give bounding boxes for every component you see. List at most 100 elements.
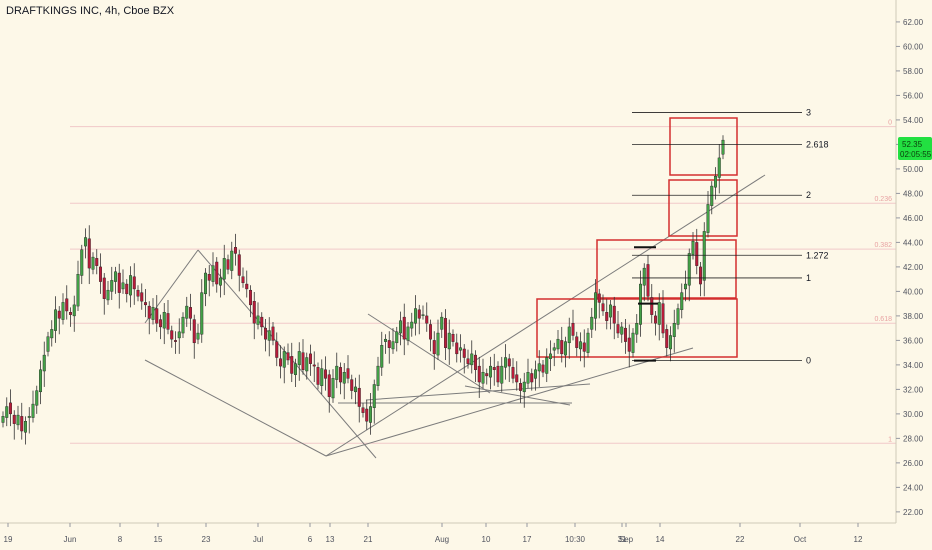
bull-candle-body [620,326,624,335]
candle [95,249,99,275]
candle [684,270,688,302]
candle [616,310,620,338]
candle [27,407,31,434]
candle [657,293,661,341]
candle [173,331,177,354]
bull-candle-body [702,231,706,281]
current-price-tag: 52.35 02:05:55 [898,137,932,160]
fib-extension-levels: 0 1 1.272 2 2.618 3 [632,108,829,366]
candle [331,369,335,403]
bull-candle-body [717,157,721,178]
fib-extension-label: 1 [806,273,811,283]
candle [549,340,553,372]
bull-candle-body [594,292,598,319]
candle [507,353,511,383]
candle [391,328,395,354]
bear-candle-body [102,277,106,299]
candle [575,331,579,357]
bear-candle-body [147,305,151,319]
bull-candle-body [113,271,117,282]
candle [496,361,500,387]
bear-candle-body [402,316,406,340]
bear-candle-body [571,323,575,336]
candle [590,307,594,338]
candle [687,248,691,302]
candle [432,331,436,370]
candle [627,324,631,368]
bear-candle-body [650,297,654,315]
x-tick-label: 15 [154,535,163,544]
bull-candle-body [489,365,493,378]
candle [324,356,328,391]
candle [42,341,46,387]
candle [560,326,564,363]
candle [301,339,305,375]
candle [695,228,699,275]
y-tick-label: 26.00 [903,459,924,468]
bear-candle-body [327,374,331,397]
candle [211,252,215,287]
candle [271,322,275,346]
bull-candle-body [399,320,403,334]
bear-candle-body [155,308,159,324]
bear-candle-body [466,358,470,364]
bull-candle-body [549,353,553,359]
bull-candle-body [545,357,549,374]
x-tick-label: Sep [619,535,634,544]
bull-candle-body [586,332,590,353]
y-tick-label: 36.00 [903,336,924,345]
bear-candle-body [301,352,305,370]
bull-candle-body [676,308,680,325]
bull-candle-body [297,351,301,366]
bull-candle-body [50,329,54,339]
candle [477,356,481,398]
bull-candle-body [684,283,688,290]
retracement-label: 0 [888,120,892,127]
bear-candle-body [286,352,290,361]
bull-candle-body [218,277,222,286]
candle [376,356,380,391]
bull-candle-body [320,368,324,386]
bear-candle-body [616,324,620,334]
candle [91,252,95,275]
candle [151,298,155,325]
bull-candle-body [534,369,538,379]
candle [256,302,260,330]
bull-candle-body [294,363,298,375]
y-tick-label: 28.00 [903,434,924,443]
x-tick-label: 12 [854,535,863,544]
bear-candle-body [485,373,489,377]
candle [380,331,384,376]
candle [425,302,429,332]
y-tick-label: 34.00 [903,361,924,370]
bull-candle-body [83,237,87,247]
bear-candle-body [646,264,650,297]
bear-candle-body [245,283,249,290]
candle [80,244,84,285]
x-tick-label: 13 [326,535,335,544]
candle [605,298,609,330]
y-tick-label: 42.00 [903,263,924,272]
candle [20,402,24,440]
y-tick-label: 24.00 [903,483,924,492]
bear-candle-body [665,329,669,348]
candle [8,389,12,427]
bear-candle-body [68,312,72,315]
bull-candle-body [162,312,166,329]
candle [417,304,421,335]
candle [54,296,58,343]
bear-candle-body [519,383,523,391]
candle [556,329,560,354]
bear-candle-body [264,327,268,340]
y-tick-label: 48.00 [903,189,924,198]
candle [252,292,256,340]
bull-candle-body [76,274,80,307]
candle [470,340,474,374]
x-tick-label: 10 [482,535,491,544]
candle [440,312,444,338]
bear-candle-body [192,319,196,344]
candle [170,325,174,348]
candle [504,344,508,380]
